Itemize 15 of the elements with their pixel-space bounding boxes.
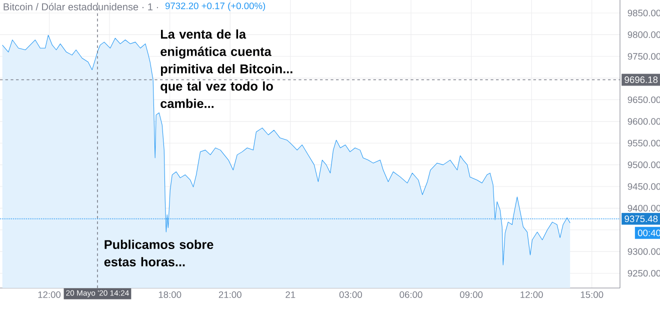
x-tick-label: 21:00 [218, 291, 242, 298]
x-tick-label: 06:00 [400, 291, 422, 298]
x-tick-label: 21 [286, 291, 296, 298]
annotation: Publicamos sobre estas horas... [104, 240, 214, 266]
annotation: La venta de la enigmática cuenta primitiva del Bitcoin... que tal vez todo lo cambie... [160, 29, 292, 108]
x-tick-label: 03:00 [339, 291, 362, 298]
chart-subtitle: 9732.20 +0.17 (+0.00%) [165, 2, 266, 11]
x-tick-label: 12:00 [520, 291, 543, 298]
x-tick-label: 18:00 [158, 291, 182, 298]
ref-line-label: 9696.18 [624, 76, 658, 84]
x-tick-label: 12:00 [38, 291, 61, 298]
ref-line-label: 9375.48 [624, 216, 658, 222]
x-tick-label: 15:00 [580, 291, 604, 298]
chart-title: Bitcoin / Dólar estadounidense · 1 · [4, 2, 158, 10]
x-tick-label: 09:00 [460, 291, 483, 298]
